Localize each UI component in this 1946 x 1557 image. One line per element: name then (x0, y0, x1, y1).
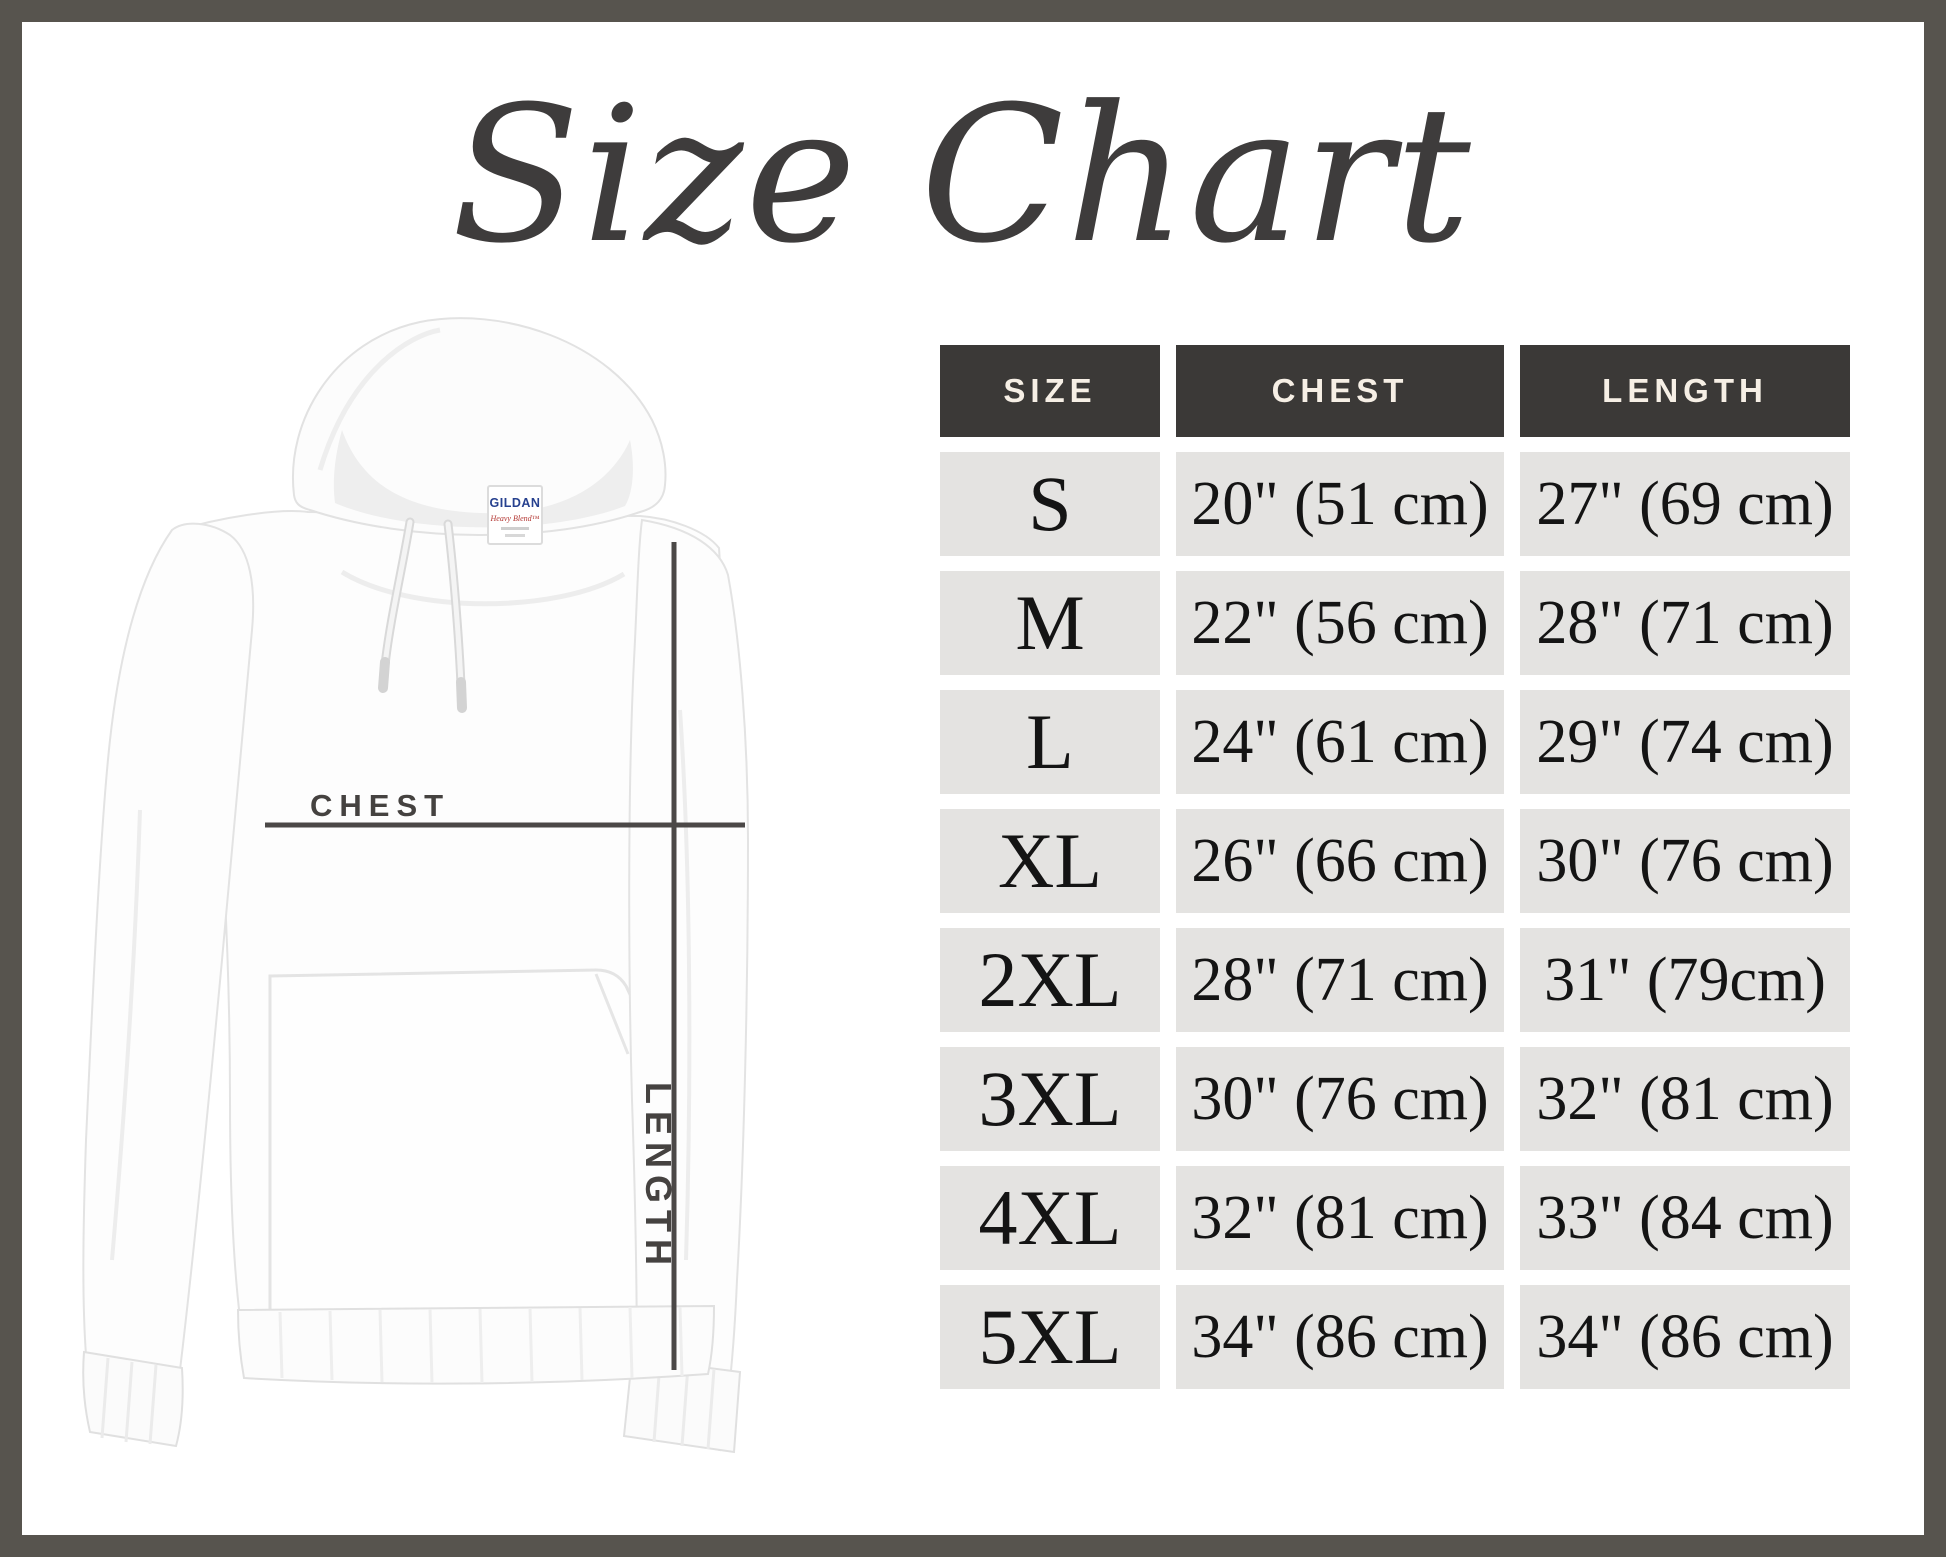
hood-fold (317, 327, 441, 471)
neck-tag: GILDAN Heavy Blend™ (487, 485, 543, 545)
length-cell: 28" (71 cm) (1520, 571, 1850, 675)
chest-column-header: CHEST (1176, 345, 1504, 437)
tag-fine-print-bar (501, 527, 529, 530)
hoodie-svg: GILDAN Heavy Blend™ CHEST LENGTH (82, 317, 750, 1454)
length-cell: 34" (86 cm) (1520, 1285, 1850, 1389)
fold-line (678, 709, 692, 1261)
chest-measure-label: CHEST (310, 788, 450, 823)
size-cell: XL (940, 809, 1160, 913)
size-cell: S (940, 452, 1160, 556)
length-cell: 31" (79cm) (1520, 928, 1850, 1032)
hood-opening-shadow (333, 430, 633, 528)
measurement-lines: CHEST LENGTH (265, 542, 745, 1370)
drawstrings (378, 517, 467, 713)
chest-cell: 30" (76 cm) (1176, 1047, 1504, 1151)
size-table: SIZE CHEST LENGTH S 20" (51 cm) 27" (69 … (940, 345, 1850, 1389)
hoodie-left-sleeve (82, 522, 255, 1372)
size-cell: 5XL (940, 1285, 1160, 1389)
page-title: Size Chart (451, 65, 1473, 285)
length-measure-label: LENGTH (638, 1082, 679, 1272)
hoodie-hood (292, 317, 667, 536)
chest-cell: 26" (66 cm) (1176, 809, 1504, 913)
length-cell: 33" (84 cm) (1520, 1166, 1850, 1270)
size-cell: L (940, 690, 1160, 794)
size-cell: M (940, 571, 1160, 675)
size-cell: 3XL (940, 1047, 1160, 1151)
chest-cell: 28" (71 cm) (1176, 928, 1504, 1032)
length-cell: 30" (76 cm) (1520, 809, 1850, 913)
size-cell: 4XL (940, 1166, 1160, 1270)
cuff-ribbing (100, 1357, 158, 1445)
length-cell: 32" (81 cm) (1520, 1047, 1850, 1151)
hoodie-illustration: GILDAN Heavy Blend™ CHEST LENGTH (80, 310, 780, 1460)
chest-cell: 34" (86 cm) (1176, 1285, 1504, 1389)
chest-cell: 22" (56 cm) (1176, 571, 1504, 675)
fold-line (340, 569, 626, 607)
size-column-header: SIZE (940, 345, 1160, 437)
length-column-header: LENGTH (1520, 345, 1850, 437)
pocket-seam (594, 973, 630, 1055)
length-cell: 29" (74 cm) (1520, 690, 1850, 794)
chest-cell: 24" (61 cm) (1176, 690, 1504, 794)
hem-ribbing (278, 1306, 684, 1384)
fold-line (110, 809, 142, 1261)
tag-brand-text: GILDAN (490, 496, 541, 510)
hoodie-pocket (268, 968, 664, 1316)
length-cell: 27" (69 cm) (1520, 452, 1850, 556)
size-cell: 2XL (940, 928, 1160, 1032)
tag-fine-print-bar (505, 534, 525, 537)
chest-cell: 32" (81 cm) (1176, 1166, 1504, 1270)
tag-line-text: Heavy Blend™ (490, 514, 540, 523)
hoodie-hem-band (236, 1304, 716, 1385)
chest-cell: 20" (51 cm) (1176, 452, 1504, 556)
